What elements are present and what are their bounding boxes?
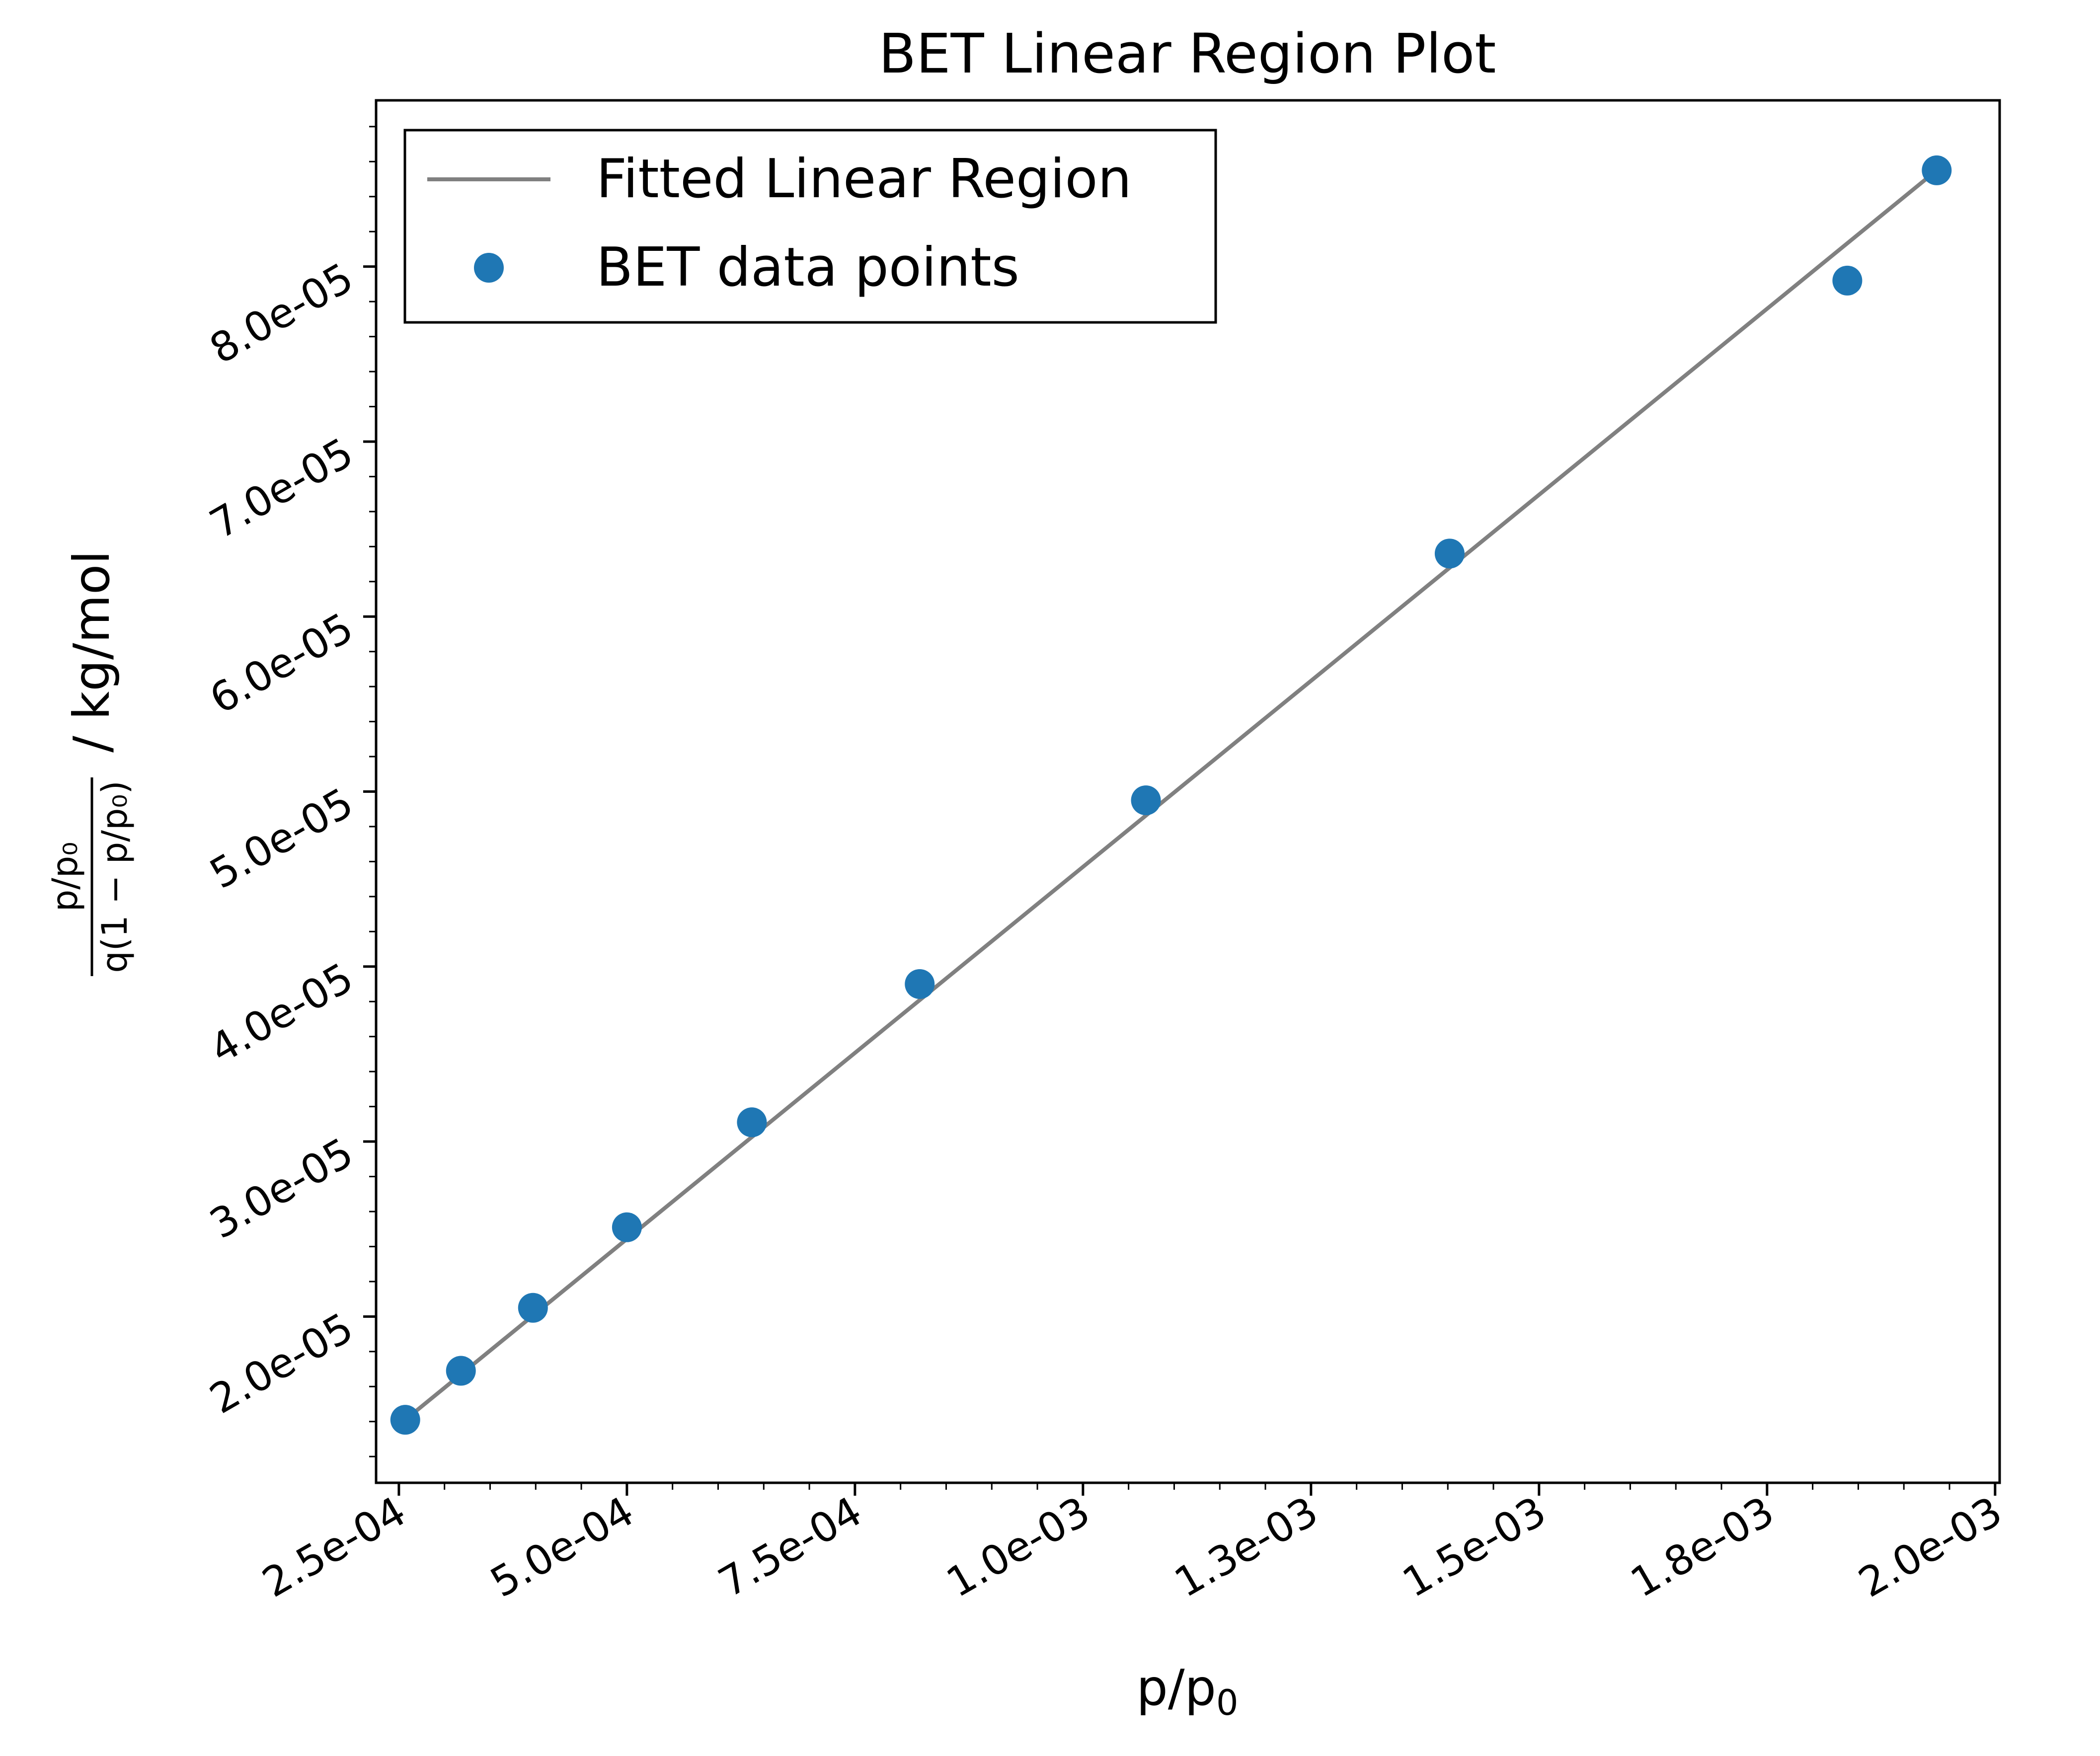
series-layer <box>390 155 1952 1435</box>
data-point <box>1434 538 1465 569</box>
y-axis-label-denominator: q(1 − p/p₀) <box>94 780 135 973</box>
legend: Fitted Linear Region BET data points <box>403 129 1217 324</box>
data-point <box>390 1405 420 1435</box>
y-axis-label-numerator: p/p₀ <box>45 842 85 912</box>
chart-title: BET Linear Region Plot <box>879 22 1496 85</box>
data-point <box>612 1212 642 1242</box>
data-point <box>1922 155 1952 185</box>
y-axis-label-unit: / kg/mol <box>63 550 121 753</box>
data-point <box>905 969 935 999</box>
legend-label-points: BET data points <box>596 236 1019 299</box>
data-point <box>518 1293 548 1323</box>
legend-label-fitted: Fitted Linear Region <box>596 148 1132 210</box>
y-axis-label: p/p₀ q(1 − p/p₀) / kg/mol <box>45 550 135 976</box>
legend-marker-swatch <box>474 253 504 283</box>
data-point <box>446 1356 476 1386</box>
data-point <box>1131 785 1161 816</box>
x-axis-label-subscript: 0 <box>1216 1682 1239 1723</box>
fitted-line <box>404 168 1938 1422</box>
data-point <box>737 1107 767 1138</box>
legend-box <box>403 129 1217 324</box>
data-point <box>1832 265 1863 296</box>
